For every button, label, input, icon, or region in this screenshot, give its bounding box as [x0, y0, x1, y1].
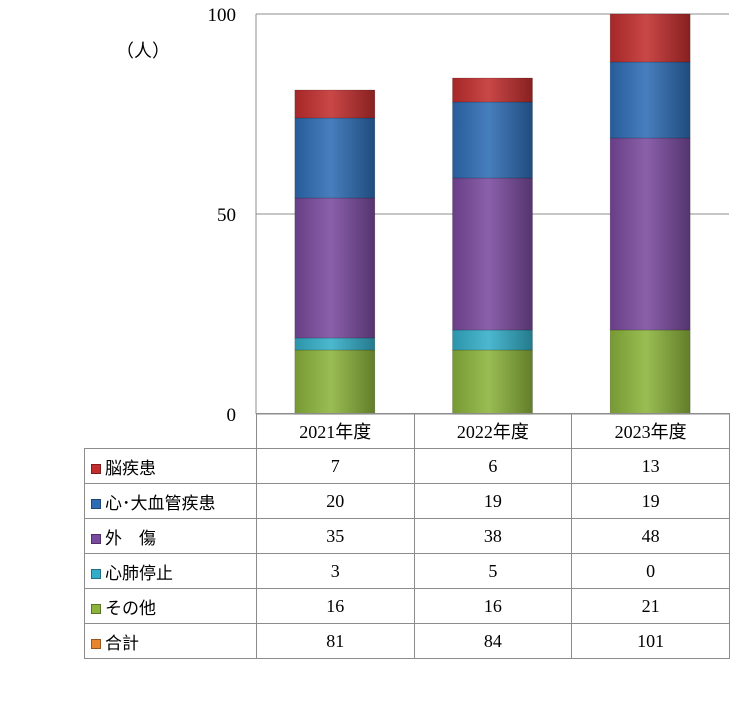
unit-label: （人） [116, 41, 170, 62]
legend-entry: その他 [84, 588, 257, 624]
bar-segment [294, 117, 376, 199]
bars [294, 13, 691, 415]
legend-label: 心･大血管疾患 [105, 493, 216, 514]
data-label: 6 [413, 448, 573, 484]
legend-label: その他 [105, 598, 156, 619]
data-label: 84 [413, 623, 573, 659]
bar-segment [609, 13, 691, 63]
legend-swatch [91, 463, 101, 474]
bar-segment [452, 329, 533, 351]
legend-label: 脳疾患 [105, 458, 156, 479]
legend-swatch [91, 603, 101, 614]
legend-swatch [91, 498, 101, 509]
legend-swatch [91, 638, 101, 649]
data-label: 35 [255, 518, 415, 554]
legend-entry: 外 傷 [84, 518, 257, 554]
table-row: 心･大血管疾患 20 19 19 [84, 483, 730, 519]
data-label: 0 [571, 553, 730, 589]
bar-segment [609, 137, 691, 331]
legend-swatch [91, 568, 101, 579]
table-row: 心肺停止 3 5 0 [84, 553, 730, 589]
bar-segment [609, 61, 691, 139]
x-tick-label: 2021年度 [255, 413, 415, 449]
bar-segment [452, 349, 533, 415]
data-table: 2021年度 2022年度 2023年度 脳疾患 7 6 13 心･大血管疾患 20 19 19 外 … [84, 413, 730, 659]
legend-entry: 心肺停止 [84, 553, 257, 589]
bar-segment [452, 101, 533, 179]
legend-entry: 脳疾患 [84, 448, 257, 484]
data-label: 19 [571, 483, 730, 519]
data-label: 19 [413, 483, 573, 519]
legend-swatch [91, 533, 101, 544]
data-label: 21 [571, 588, 730, 624]
table-row: 合計 81 84 101 [84, 623, 730, 659]
data-label: 5 [413, 553, 573, 589]
data-label: 38 [413, 518, 573, 554]
bar-segment [294, 337, 376, 351]
bar-segment [294, 349, 376, 415]
data-label: 101 [571, 623, 730, 659]
data-label: 20 [255, 483, 415, 519]
table-corner [84, 413, 257, 449]
table-row: その他 16 16 21 [84, 588, 730, 624]
table-header-row: 2021年度 2022年度 2023年度 [84, 413, 730, 449]
legend-entry: 合計 [84, 623, 257, 659]
data-label: 7 [255, 448, 415, 484]
table-row: 脳疾患 7 6 13 [84, 448, 730, 484]
y-tick-label: 100 [208, 5, 237, 26]
data-label: 81 [255, 623, 415, 659]
x-tick-label: 2022年度 [413, 413, 573, 449]
table-row: 外 傷 35 38 48 [84, 518, 730, 554]
data-label: 48 [571, 518, 730, 554]
data-label: 16 [255, 588, 415, 624]
bar-segment [452, 177, 533, 331]
bar-segment [609, 329, 691, 415]
legend-label: 合計 [105, 633, 139, 654]
legend-entry: 心･大血管疾患 [84, 483, 257, 519]
data-label: 16 [413, 588, 573, 624]
y-tick-label: 50 [217, 205, 236, 226]
bar-segment [452, 77, 533, 103]
legend-label: 外 傷 [105, 528, 156, 549]
data-label: 3 [255, 553, 415, 589]
x-tick-label: 2023年度 [571, 413, 730, 449]
legend-label: 心肺停止 [105, 563, 173, 584]
bar-segment [294, 197, 376, 339]
data-label: 13 [571, 448, 730, 484]
bar-segment [294, 89, 376, 119]
